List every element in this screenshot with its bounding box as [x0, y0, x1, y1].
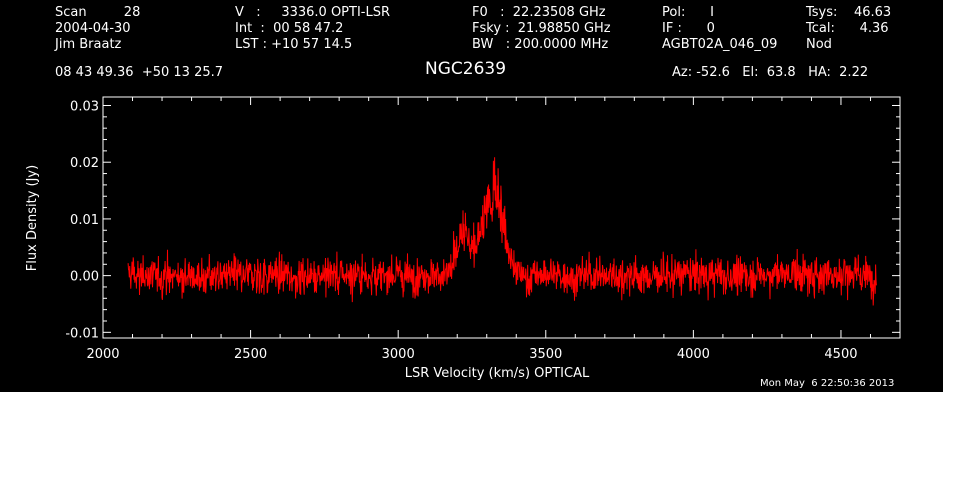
sky-frequency-info: Fsky : 21.98850 GHz: [472, 21, 611, 36]
date-info: 2004-04-30: [55, 21, 131, 36]
tcal-info: Tcal: 4.36: [806, 21, 889, 36]
procedure-info: Nod: [806, 37, 832, 52]
x-tick-label: 2000: [86, 347, 119, 362]
plot-frame: [102, 96, 901, 339]
integration-info: Int : 00 58 47.2: [235, 21, 344, 36]
bandwidth-info: BW : 200.0000 MHz: [472, 37, 609, 52]
source-name: NGC2639: [425, 59, 507, 79]
axes-group: 2000 2500 3000 3500 4000 4500 -0.01 0.00 0.01 0.0…: [65, 96, 901, 362]
y-tick-label: 0.00: [70, 270, 99, 285]
timestamp: Mon May 6 22:50:36 2013: [760, 378, 895, 389]
rest-frequency-info: F0 : 22.23508 GHz: [472, 5, 606, 20]
y-axis-label: Flux Density (Jy): [25, 165, 40, 271]
coordinates: 08 43 49.36 +50 13 25.7: [55, 65, 224, 80]
x-tick-label: 4000: [677, 347, 710, 362]
y-tick-label: 0.01: [70, 213, 99, 228]
velocity-info: V : 3336.0 OPTI-LSR: [235, 5, 391, 20]
x-tick-label: 3000: [382, 347, 415, 362]
spectrum-chart: 2000 2500 3000 3500 4000 4500 -0.01 0.00 0.01 0.0…: [25, 96, 901, 381]
project-info: AGBT02A_046_09: [662, 37, 778, 52]
spectrum-series-group: [127, 157, 877, 306]
scan-info: Scan 28: [55, 5, 141, 20]
plot-panel: Scan 28 2004-04-30 Jim Braatz V : 3336.0…: [0, 0, 943, 392]
x-axis-label: LSR Velocity (km/s) OPTICAL: [405, 366, 590, 381]
y-tick-label: 0.03: [70, 100, 99, 115]
y-tick-label: 0.02: [70, 156, 99, 171]
x-tick-label: 4500: [824, 347, 857, 362]
if-info: IF : 0: [662, 21, 715, 36]
spectrum-line: [127, 157, 877, 306]
az-el-ha: Az: -52.6 El: 63.8 HA: 2.22: [672, 65, 869, 80]
x-tick-label: 2500: [234, 347, 267, 362]
polarization-info: Pol: I: [662, 5, 714, 20]
y-tick-label: -0.01: [65, 326, 99, 341]
tsys-info: Tsys: 46.63: [806, 5, 892, 20]
observer-info: Jim Braatz: [55, 37, 122, 52]
x-tick-label: 3500: [529, 347, 562, 362]
lst-info: LST : +10 57 14.5: [235, 37, 353, 52]
